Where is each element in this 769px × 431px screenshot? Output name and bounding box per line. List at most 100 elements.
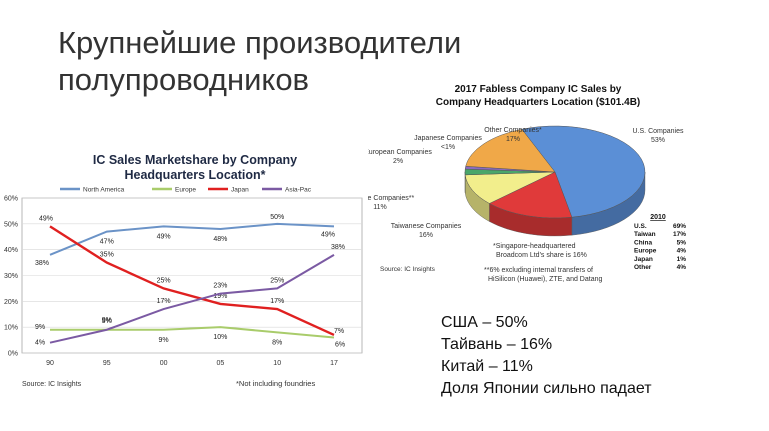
pie-slice <box>465 128 556 173</box>
data-label: 7% <box>334 328 344 335</box>
table-value: 17% <box>673 231 686 238</box>
summary-list: США – 50% Тайвань – 16% Китай – 11% Доля… <box>441 312 652 400</box>
pie-table-title: 2010 <box>650 214 666 221</box>
pie-slice-name: Japanese Companies <box>414 135 482 142</box>
pie-slice-value: 16% <box>419 232 433 239</box>
y-tick-label: 40% <box>4 247 18 254</box>
pie-note-1-line-2: Broadcom Ltd's share is 16% <box>496 252 587 259</box>
x-tick-label: 95 <box>103 360 111 367</box>
pie-note-2-line-1: **6% excluding internal transfers of <box>484 267 593 274</box>
pie-chart-title-line-2: Company Headquarters Location ($101.4B) <box>436 97 641 108</box>
line-chart-title-line-1: IC Sales Marketshare by Company <box>93 153 297 167</box>
y-tick-label: 30% <box>4 273 18 280</box>
pie-note-2-line-2: HiSilicon (Huawei), ZTE, and Datang <box>488 276 602 283</box>
pie-slice-value: 2% <box>393 158 403 165</box>
y-tick-label: 60% <box>4 196 18 203</box>
summary-item: Тайвань – 16% <box>441 336 553 353</box>
slide-title-line-2: полупроводников <box>58 62 310 97</box>
pie-chart: 2017 Fabless Company IC Sales by Company… <box>368 84 686 283</box>
data-label: 49% <box>39 215 53 222</box>
legend-label: Asia-Pac <box>285 187 312 194</box>
series-line <box>49 253 335 344</box>
x-tick-label: 00 <box>160 360 168 367</box>
pie-slice-value: 17% <box>506 136 520 143</box>
table-value: 69% <box>673 223 686 230</box>
pie-labels: U.S. Companies 53% Taiwanese Companies 16% C… <box>368 127 684 239</box>
pie-note-1-line-1: *Singapore-headquartered <box>493 243 576 250</box>
pie-slice <box>521 125 646 218</box>
data-label: 6% <box>335 342 345 349</box>
y-tick-label: 20% <box>4 299 18 306</box>
series-line <box>50 326 335 339</box>
pie-chart-title-line-1: 2017 Fabless Company IC Sales by <box>455 84 622 95</box>
x-tick-label: 10 <box>273 360 281 367</box>
pie-table: U.S. 69% Taiwan 17% China 5% Europe 4% Japan 1% Ot… <box>634 223 686 271</box>
line-chart-title-line-2: Headquarters Location* <box>124 168 265 182</box>
data-label: 19% <box>213 293 227 300</box>
line-chart-series: 38% 47% 49% 48% 50% 49% 9% 9% 9% 10% 8% 6% 49% 35% 25%… <box>35 214 345 349</box>
data-label: 38% <box>331 244 345 251</box>
line-chart-footnote: *Not including foundries <box>236 379 315 388</box>
data-label: 17% <box>270 298 284 305</box>
line-chart-legend: North America Europe Japan Asia-Pac <box>60 187 312 194</box>
pie-slice-name: Taiwanese Companies <box>391 223 462 230</box>
data-label: 50% <box>270 214 284 221</box>
data-label: 35% <box>100 252 114 259</box>
y-tick-label: 10% <box>4 325 18 332</box>
y-tick-label: 0% <box>8 351 18 358</box>
pie-slice-name: Other Companies* <box>484 127 542 134</box>
legend-label: Japan <box>231 187 249 194</box>
line-chart-x-ticks: 90 95 00 05 10 17 <box>46 360 338 367</box>
table-value: 4% <box>677 248 687 255</box>
table-region: Japan <box>634 256 653 263</box>
data-label: 38% <box>35 260 49 267</box>
legend-label: Europe <box>175 187 196 194</box>
table-region: U.S. <box>634 223 647 230</box>
data-label: 49% <box>321 231 335 238</box>
data-label: 9% <box>102 317 112 324</box>
x-tick-label: 17 <box>330 360 338 367</box>
line-chart-y-ticks: 0% 10% 20% 30% 40% 50% 60% <box>4 196 18 358</box>
table-value: 4% <box>677 264 687 271</box>
pie-slice-value: 53% <box>651 137 665 144</box>
line-chart: IC Sales Marketshare by Company Headquar… <box>4 153 363 388</box>
series-line <box>49 222 335 256</box>
table-value: 5% <box>677 239 687 246</box>
data-label: 9% <box>102 318 112 325</box>
pie-chart-source: Source: IC Insights <box>380 266 436 273</box>
table-region: China <box>634 239 652 246</box>
table-region: Europe <box>634 248 657 255</box>
table-region: Taiwan <box>634 231 656 238</box>
data-label: 4% <box>35 340 45 347</box>
legend-label: North America <box>83 187 125 194</box>
summary-item: Доля Японии сильно падает <box>441 380 652 397</box>
pie-slice-name: Chinese Companies** <box>368 195 415 202</box>
summary-item: Китай – 11% <box>441 358 533 375</box>
data-label: 47% <box>100 239 114 246</box>
data-label: 25% <box>157 277 171 284</box>
data-label: 8% <box>272 339 282 346</box>
table-region: Other <box>634 264 652 271</box>
x-tick-label: 90 <box>46 360 54 367</box>
pie-slice <box>488 171 573 219</box>
summary-item: США – 50% <box>441 314 528 331</box>
series-line <box>49 225 335 337</box>
pie-slices <box>464 125 646 219</box>
data-label: 10% <box>213 334 227 341</box>
data-label: 49% <box>157 233 171 240</box>
table-value: 1% <box>677 256 687 263</box>
data-label: 48% <box>213 236 227 243</box>
y-tick-label: 50% <box>4 221 18 228</box>
pie-slice-name: U.S. Companies <box>633 128 684 135</box>
slide-title: Крупнейшие производители полупроводников <box>58 24 618 98</box>
pie-slice-value: <1% <box>441 144 455 151</box>
data-label: 17% <box>157 298 171 305</box>
data-label: 9% <box>35 324 45 331</box>
line-chart-source: Source: IC Insights <box>22 381 82 388</box>
x-tick-label: 05 <box>217 360 225 367</box>
pie-slice-name: European Companies <box>368 149 432 156</box>
data-label: 23% <box>213 283 227 290</box>
slide-title-line-1: Крупнейшие производители <box>58 25 462 60</box>
data-label: 9% <box>159 337 169 344</box>
pie-slice-value: 11% <box>373 204 387 211</box>
